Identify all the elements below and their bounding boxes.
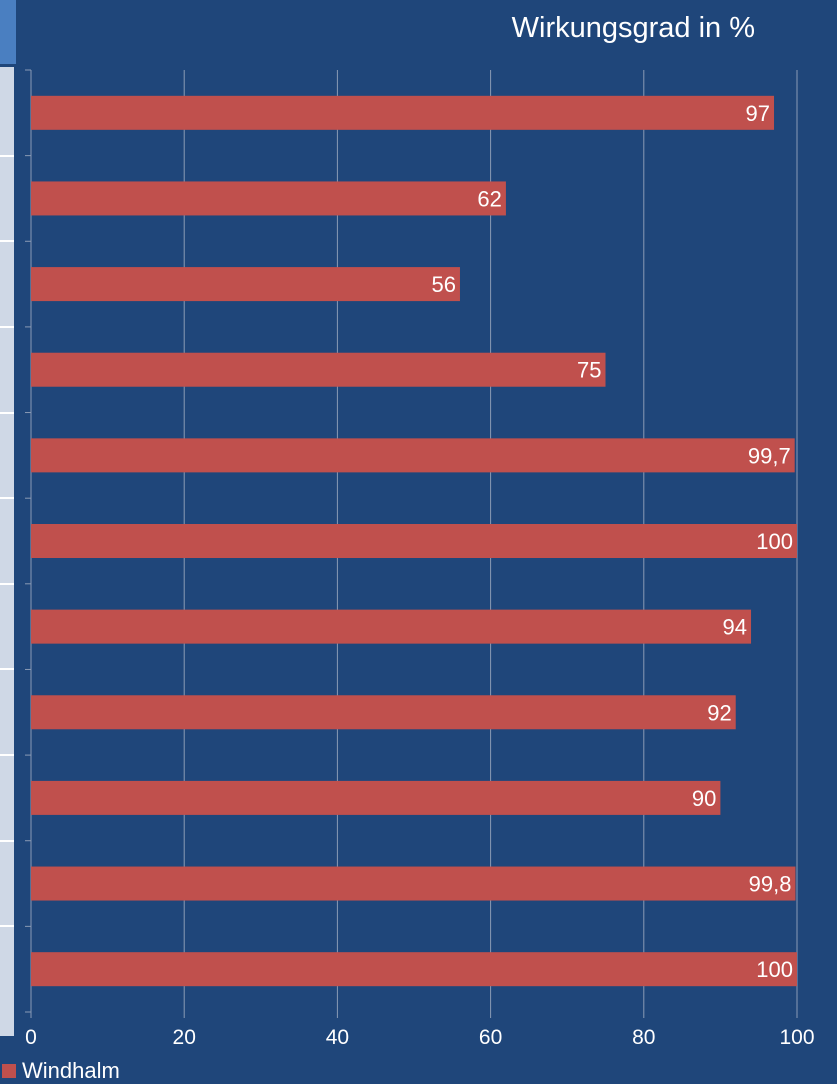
data-label: 92 [707,700,731,725]
table-row-divider [0,497,14,500]
table-header-cell [0,0,16,64]
bar [31,952,797,987]
x-tick-label: 20 [173,1026,196,1049]
bar [31,695,736,730]
table-row-divider [0,582,14,585]
data-label: 99,8 [749,872,792,897]
table-row-divider [0,925,14,928]
table-body [0,67,14,1036]
x-tick-label: 60 [479,1026,502,1049]
bar [31,181,506,216]
chart-title: Wirkungsgrad in % [511,12,755,44]
data-label: 100 [756,529,793,554]
data-label: 75 [577,358,601,383]
cropped-table-edge [0,0,16,1036]
data-label: 90 [692,786,716,811]
table-row-divider [0,411,14,414]
x-tick-label: 100 [779,1026,814,1049]
data-label: 97 [746,101,770,126]
x-tick-label: 0 [25,1026,37,1049]
bar [31,95,775,130]
data-label: 100 [756,957,793,982]
bar [31,524,797,558]
x-tick-label: 40 [326,1026,349,1049]
data-label: 56 [431,272,455,297]
table-row-divider [0,325,14,328]
data-label: 99,7 [748,443,791,468]
bar [31,609,752,644]
bar [31,352,606,387]
bar [31,866,796,901]
table-row-divider [0,839,14,842]
x-tick-label: 80 [632,1026,655,1049]
table-row-divider [0,754,14,757]
table-row-divider [0,668,14,671]
bar [31,780,721,815]
data-label: 62 [477,186,501,211]
data-label: 94 [723,615,747,640]
legend: Windhalm [2,1058,120,1084]
legend-swatch [2,1064,16,1078]
table-row-divider [0,240,14,243]
table-row-divider [0,154,14,157]
bar [31,438,795,473]
legend-label: Windhalm [22,1058,120,1083]
bar [31,267,460,302]
